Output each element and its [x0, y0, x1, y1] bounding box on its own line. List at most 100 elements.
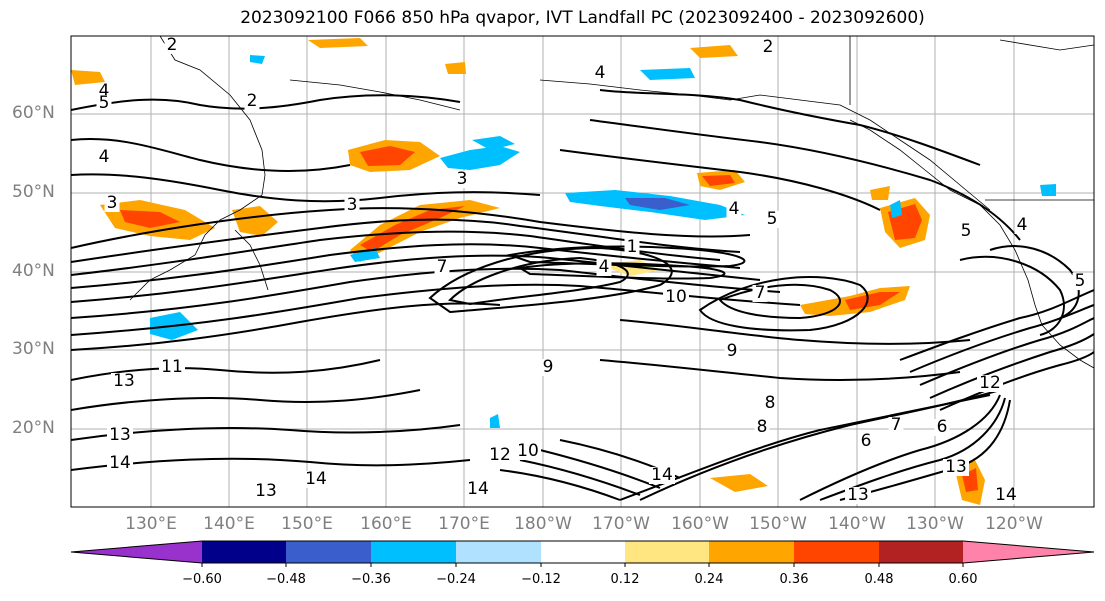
longitude-label: 160°E [360, 514, 412, 534]
colorbar-segment [202, 541, 286, 563]
colorbar-segment [456, 541, 541, 563]
anomaly-patch [440, 146, 520, 170]
contour-label-bg [104, 195, 120, 212]
longitude-label: 130°E [125, 514, 177, 534]
anomaly-patch [870, 186, 890, 200]
anomaly-patch [350, 200, 500, 262]
contour-label: 13 [113, 371, 135, 391]
contour-label-bg [754, 419, 770, 436]
colorbar-tick-label: −0.60 [182, 572, 222, 587]
longitude-label: 140°W [828, 514, 886, 534]
contour-label-bg [1014, 217, 1030, 234]
contour-label: 9 [727, 341, 738, 361]
contour-label: 10 [665, 287, 687, 307]
contour-label: 13 [945, 457, 967, 477]
longitude-label: 130°W [906, 514, 964, 534]
anomaly-patch [625, 198, 690, 210]
contour-label-bg [934, 419, 950, 436]
contour-label: 7 [891, 415, 902, 435]
contour-label: 5 [1075, 271, 1086, 291]
contour-label-bg [762, 395, 778, 412]
colorbar-segment [625, 541, 709, 563]
anomaly-patch [308, 38, 368, 48]
contour-label-bg [107, 455, 133, 472]
colorbar-tick-label: 0.12 [610, 572, 640, 587]
colorbar-tick-label: −0.12 [521, 572, 561, 587]
contour-label: 8 [757, 417, 768, 437]
colorbar-tick-label: 0.36 [779, 572, 809, 587]
contour-label: 3 [347, 195, 358, 215]
map-frame [70, 35, 1095, 508]
anomaly-patch [472, 136, 515, 150]
anomaly-patch [710, 474, 768, 492]
colorbar-segment [71, 541, 202, 563]
contour-label-bg [888, 417, 904, 434]
contour-label: 1 [627, 237, 638, 257]
anomaly-patch [232, 206, 278, 236]
contour-label-bg [760, 39, 776, 56]
contour-label-bg [977, 375, 1003, 392]
contour-label: 12 [979, 373, 1001, 393]
contour-label-bg [107, 427, 133, 444]
longitude-label: 140°E [203, 514, 255, 534]
colorbar-tick-label: −0.24 [436, 572, 476, 587]
anomaly-patch [360, 146, 415, 166]
contour-label-bg [344, 197, 360, 214]
longitude-label: 120°W [985, 514, 1043, 534]
longitude-label: 150°W [749, 514, 807, 534]
latitude-label: 60°N [12, 103, 55, 123]
contour-label-bg [1072, 273, 1088, 290]
contour-label: 5 [99, 93, 110, 113]
contour-label: 7 [437, 257, 448, 277]
colorbar-tick-label: −0.48 [266, 572, 306, 587]
contour-label-bg [958, 223, 974, 240]
anomaly-patch [490, 414, 500, 428]
contour-label: 3 [107, 193, 118, 213]
contour-label: 12 [489, 445, 511, 465]
contour-label: 14 [305, 469, 327, 489]
anomaly-patch [1040, 184, 1056, 196]
contour-label: 4 [729, 199, 740, 219]
contour-label-bg [858, 433, 874, 450]
contour-label: 4 [99, 147, 110, 167]
contour-label: 4 [599, 257, 610, 277]
contour-label-bg [752, 285, 768, 302]
contour-label-bg [592, 65, 608, 82]
contour-label-bg [487, 447, 513, 464]
anomaly-patch [250, 55, 265, 64]
contour-label-bg [663, 289, 689, 306]
contour-label-bg [993, 487, 1019, 504]
colorbar-segment [541, 541, 625, 563]
contour-label-bg [724, 343, 740, 360]
latitude-label: 50°N [12, 182, 55, 202]
anomaly-patch [640, 68, 695, 80]
contour-label: 4 [99, 81, 110, 101]
colorbar-segment [963, 541, 1094, 563]
contour-label: 13 [255, 481, 277, 501]
colorbar-tick-label: 0.24 [694, 572, 724, 587]
contour-label: 8 [765, 393, 776, 413]
anomaly-patch [350, 248, 380, 262]
contour-label: 5 [961, 221, 972, 241]
latitude-label: 40°N [12, 261, 55, 281]
contour-label: 2 [247, 91, 258, 111]
contour-label: 14 [995, 485, 1017, 505]
contour-label-bg [96, 95, 112, 112]
contour-label-bg [764, 211, 780, 228]
latitude-label: 20°N [12, 418, 55, 438]
colorbar-segment [794, 541, 879, 563]
colorbar-segment [709, 541, 794, 563]
contour-label: 4 [1017, 215, 1028, 235]
colorbar-segment [879, 541, 963, 563]
contour-label-bg [303, 471, 329, 488]
anomaly-patch [71, 70, 105, 85]
contour-label: 13 [847, 485, 869, 505]
latitude-label: 30°N [12, 339, 55, 359]
longitude-label: 150°E [281, 514, 333, 534]
anomaly-patch [445, 62, 466, 74]
contour-label: 14 [109, 453, 131, 473]
contour-label-bg [465, 481, 491, 498]
contour-label: 9 [543, 357, 554, 377]
colorbar [70, 540, 1095, 567]
